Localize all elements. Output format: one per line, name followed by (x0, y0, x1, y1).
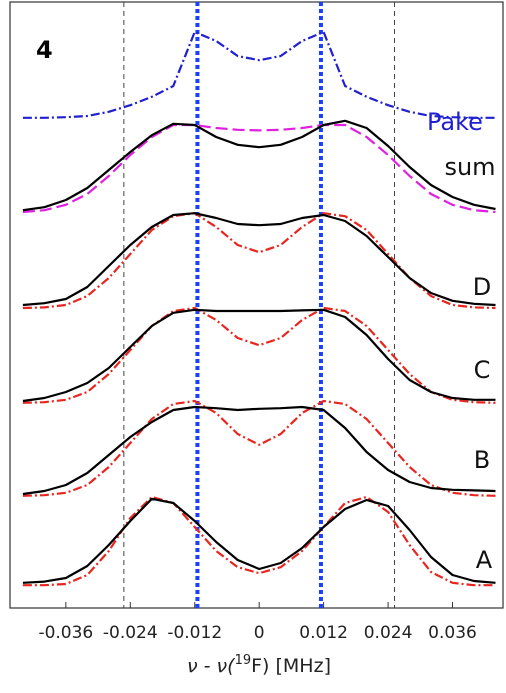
spectrum-line (22, 308, 496, 403)
panel-label: 4 (36, 36, 53, 64)
x-label-suffix: F) [MHz] (251, 655, 331, 677)
spectrum-line (22, 497, 496, 584)
x-tick-label: 0.012 (299, 623, 348, 643)
curve-label: D (473, 273, 491, 301)
spectrum-line (22, 405, 496, 496)
x-tick-label: -0.024 (103, 623, 158, 643)
spectrum-line (22, 119, 496, 212)
x-axis-label: ν - ν(19F) [MHz] (187, 653, 331, 677)
curve-label: Pake (427, 108, 483, 136)
spectrum-line (22, 212, 496, 307)
spectrum-line (22, 495, 496, 587)
spectrum-line (22, 399, 496, 497)
curve-label: C (474, 356, 491, 384)
x-tick-label: -0.012 (167, 623, 222, 643)
x-tick-label: 0.024 (364, 623, 413, 643)
x-tick-label: 0.036 (428, 623, 477, 643)
spectrum-line (22, 306, 496, 404)
curve-label: A (476, 546, 493, 574)
curve-label: sum (444, 153, 495, 181)
x-tick-label: -0.036 (38, 623, 93, 643)
spectrum-line (22, 212, 496, 310)
spectrum-line (22, 123, 496, 214)
spectrum-line (22, 30, 496, 119)
curve-label: B (474, 446, 490, 474)
x-label-sup: 19 (235, 653, 252, 668)
x-label-prefix: ν - ν( (187, 655, 236, 677)
x-tick-label: 0 (254, 623, 265, 643)
plot-frame (9, 1, 504, 609)
